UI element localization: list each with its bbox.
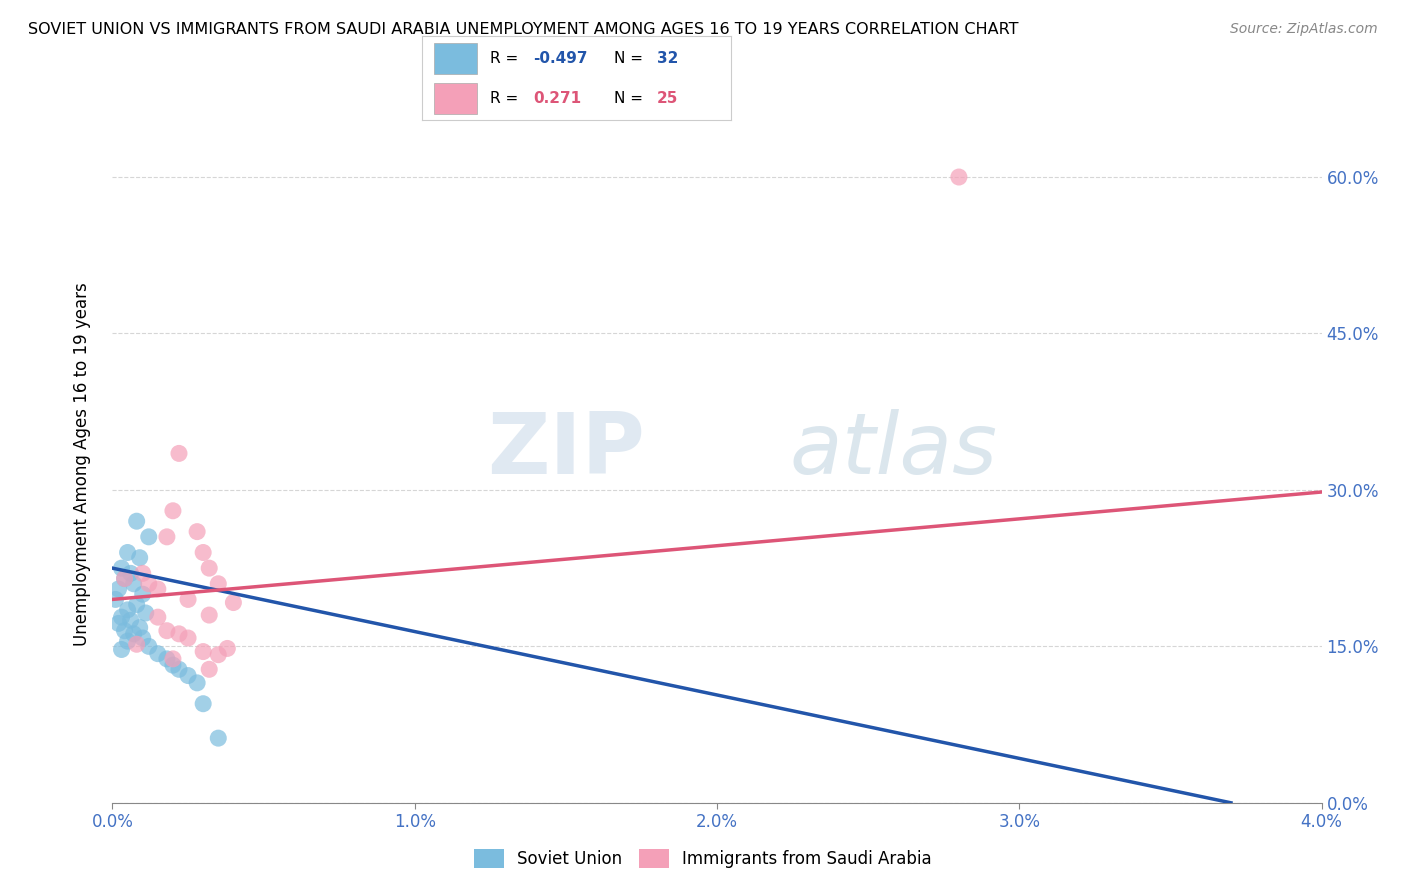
- Text: R =: R =: [489, 51, 523, 66]
- Text: R =: R =: [489, 91, 523, 106]
- FancyBboxPatch shape: [434, 83, 478, 113]
- Point: [191, 644, 215, 658]
- Point: [107, 616, 129, 631]
- Point: [177, 668, 200, 682]
- Text: 0.271: 0.271: [533, 91, 581, 106]
- Point: [156, 530, 179, 544]
- Point: [162, 658, 184, 673]
- Point: [114, 624, 136, 638]
- Text: ZIP: ZIP: [486, 409, 644, 491]
- Point: [167, 446, 190, 460]
- Point: [120, 566, 142, 581]
- Point: [156, 624, 179, 638]
- Point: [186, 524, 208, 539]
- Point: [162, 504, 184, 518]
- Point: [177, 631, 200, 645]
- Point: [104, 592, 127, 607]
- Text: N =: N =: [613, 51, 647, 66]
- Point: [948, 169, 970, 184]
- Point: [107, 582, 129, 596]
- Point: [167, 662, 190, 676]
- Point: [114, 572, 136, 586]
- Legend: Soviet Union, Immigrants from Saudi Arabia: Soviet Union, Immigrants from Saudi Arab…: [467, 843, 939, 875]
- Point: [222, 596, 245, 610]
- Point: [122, 576, 145, 591]
- Point: [198, 662, 221, 676]
- Text: SOVIET UNION VS IMMIGRANTS FROM SAUDI ARABIA UNEMPLOYMENT AMONG AGES 16 TO 19 YE: SOVIET UNION VS IMMIGRANTS FROM SAUDI AR…: [28, 22, 1018, 37]
- Point: [110, 610, 132, 624]
- Point: [167, 627, 190, 641]
- Point: [138, 530, 160, 544]
- Point: [207, 648, 229, 662]
- Point: [125, 598, 148, 612]
- Point: [186, 676, 208, 690]
- Text: Source: ZipAtlas.com: Source: ZipAtlas.com: [1230, 22, 1378, 37]
- Point: [146, 610, 169, 624]
- Point: [207, 731, 229, 746]
- Point: [138, 640, 160, 654]
- Point: [125, 637, 148, 651]
- Point: [110, 561, 132, 575]
- Point: [117, 634, 139, 648]
- Point: [128, 550, 150, 565]
- Point: [117, 603, 139, 617]
- Point: [117, 545, 139, 559]
- Point: [198, 608, 221, 623]
- Point: [146, 647, 169, 661]
- Point: [114, 572, 136, 586]
- Text: -0.497: -0.497: [533, 51, 588, 66]
- Point: [191, 697, 215, 711]
- Text: 32: 32: [657, 51, 678, 66]
- Text: atlas: atlas: [790, 409, 998, 491]
- Point: [132, 587, 155, 601]
- Text: 25: 25: [657, 91, 678, 106]
- Point: [128, 621, 150, 635]
- Point: [120, 613, 142, 627]
- Point: [198, 561, 221, 575]
- Point: [132, 631, 155, 645]
- Point: [207, 576, 229, 591]
- Point: [191, 545, 215, 559]
- Point: [125, 514, 148, 528]
- Point: [156, 652, 179, 666]
- Text: N =: N =: [613, 91, 647, 106]
- FancyBboxPatch shape: [434, 44, 478, 74]
- Point: [138, 576, 160, 591]
- Point: [162, 652, 184, 666]
- Point: [177, 592, 200, 607]
- Point: [110, 642, 132, 657]
- Point: [146, 582, 169, 596]
- Point: [132, 566, 155, 581]
- Point: [135, 606, 157, 620]
- Point: [122, 627, 145, 641]
- Point: [217, 641, 239, 656]
- Y-axis label: Unemployment Among Ages 16 to 19 years: Unemployment Among Ages 16 to 19 years: [73, 282, 91, 646]
